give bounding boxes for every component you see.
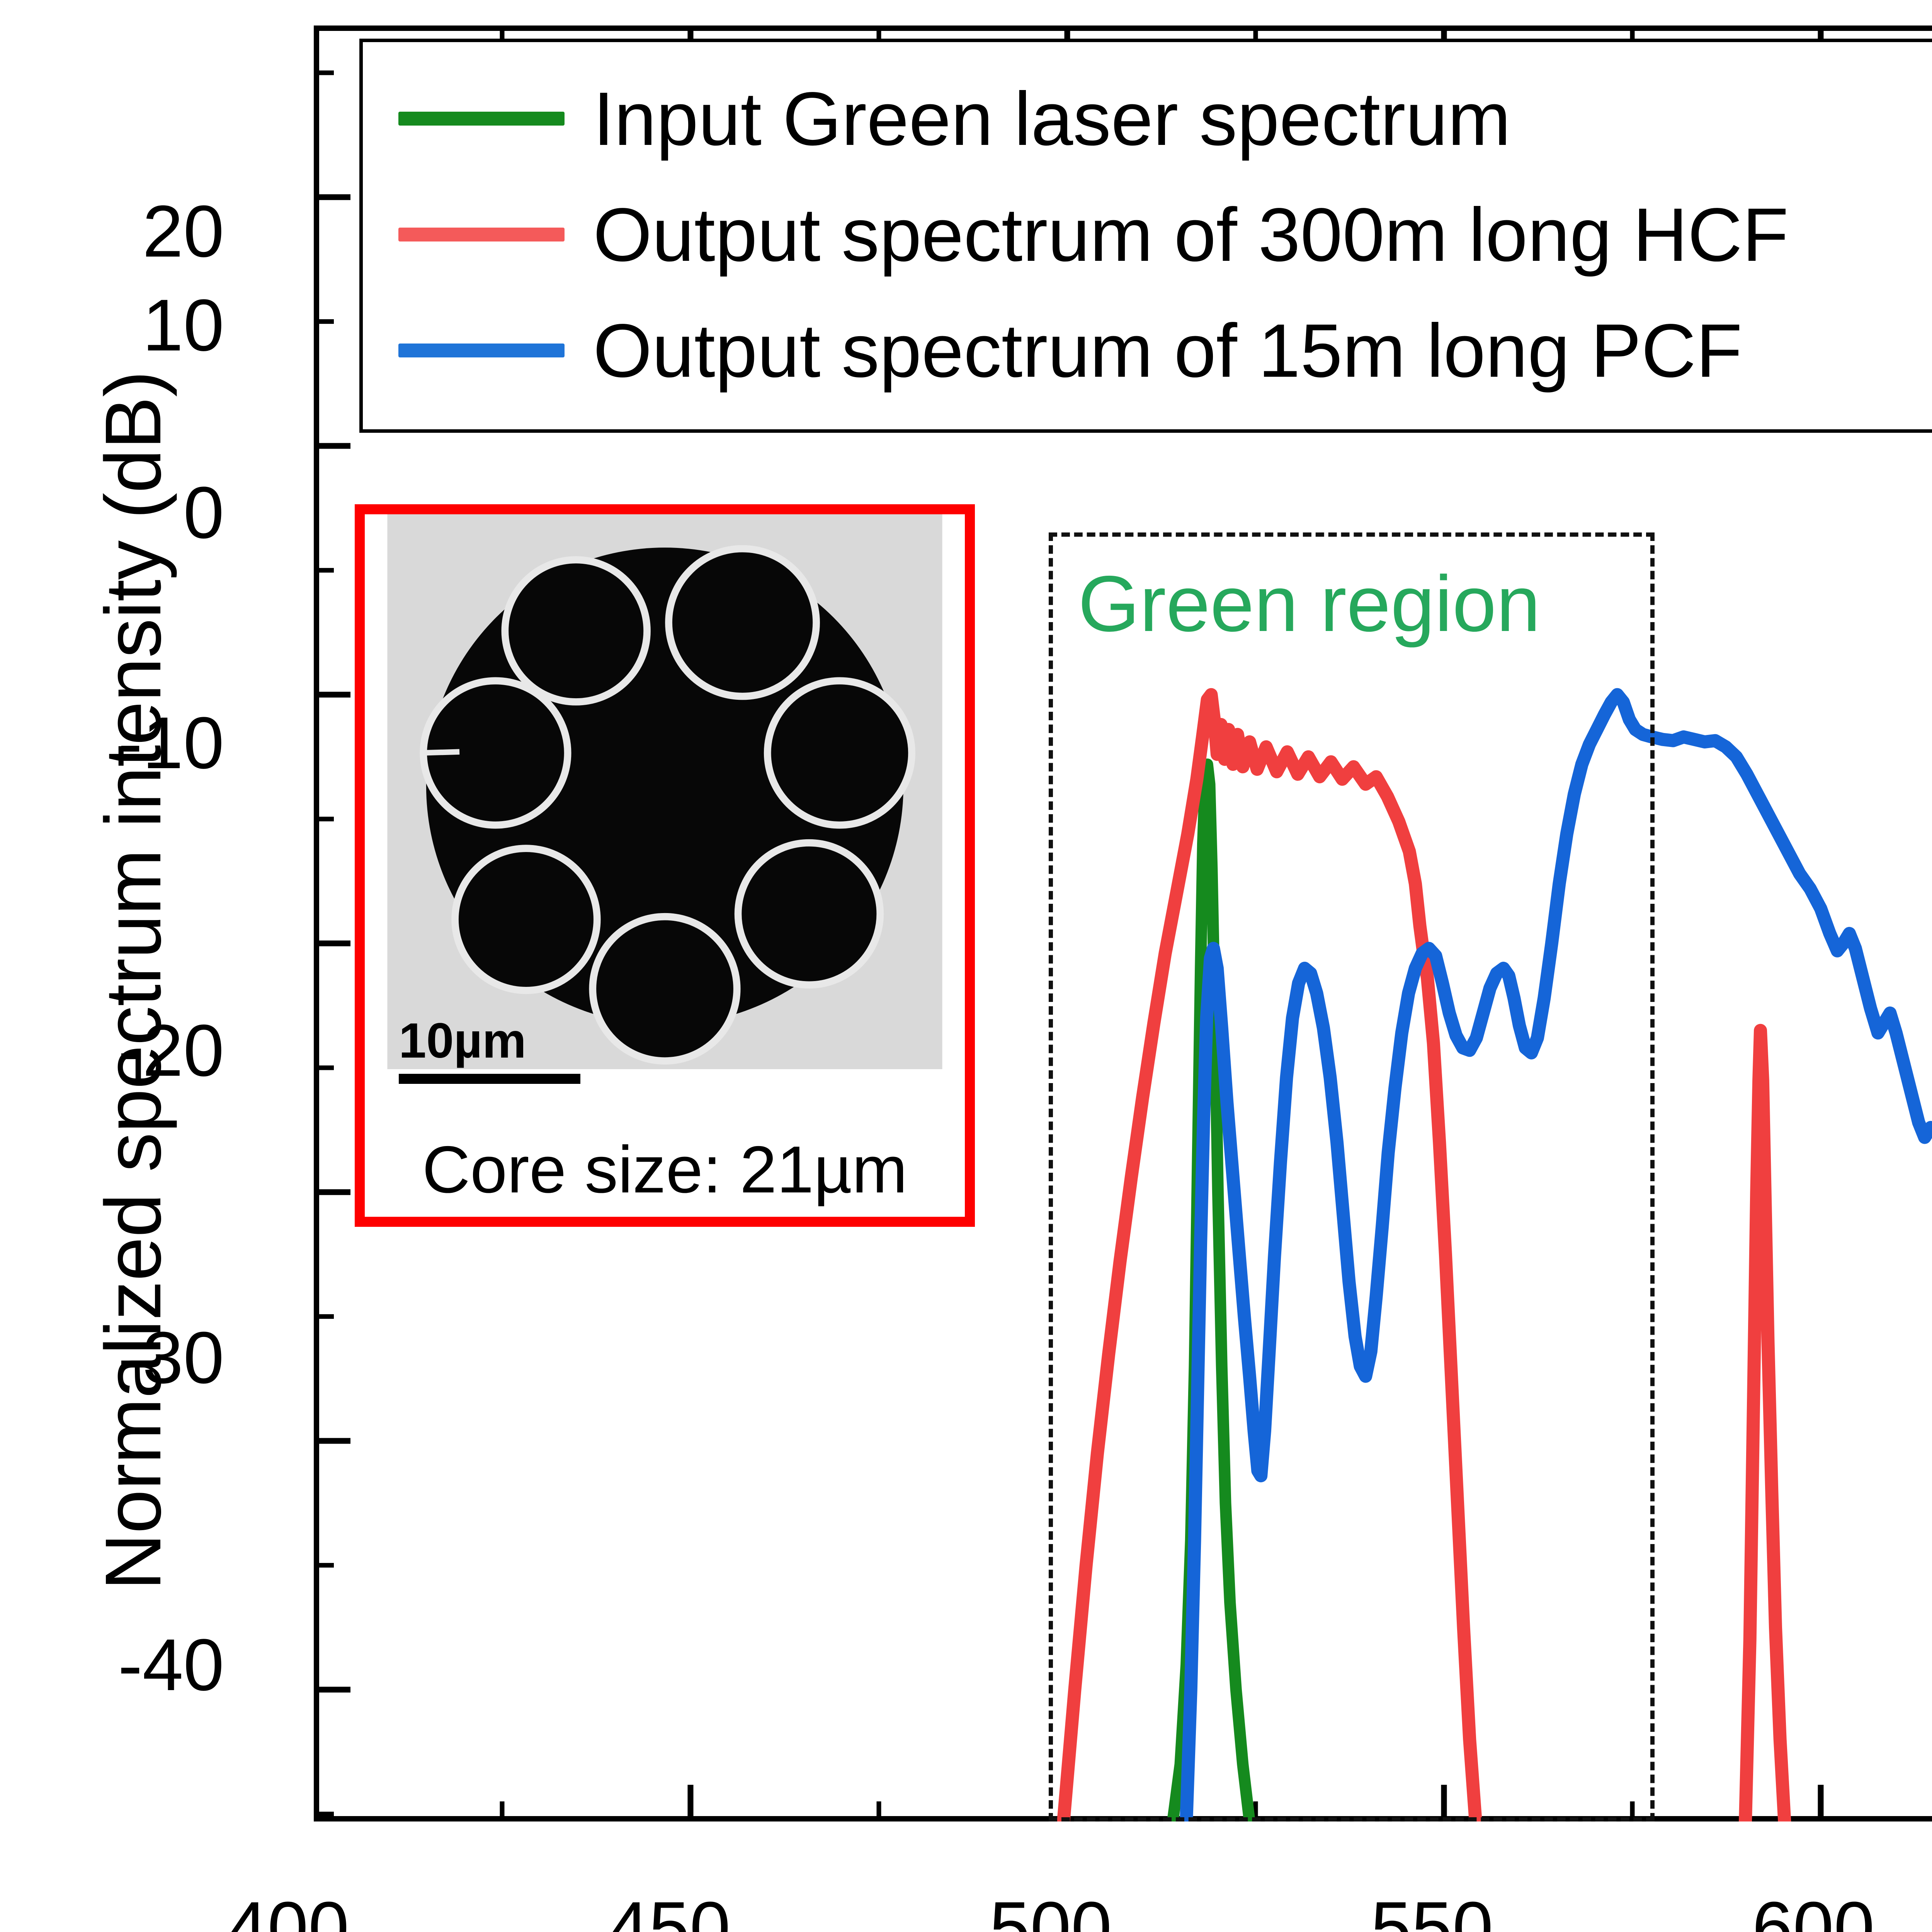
x-tick-label-450: 450: [608, 1887, 731, 1932]
x-tick-label-500: 500: [989, 1887, 1112, 1932]
legend-swatch-blue: [398, 344, 565, 357]
legend-label-pcf: Output spectrum of 15m long PCF: [593, 308, 1742, 393]
y-tick-label-10: 10: [142, 284, 224, 366]
inset-hcf-micrograph: 10µm Core size: 21µm: [355, 504, 975, 1227]
y-tick-label-20: 20: [142, 190, 224, 272]
y-tick-label-neg40: -40: [118, 1624, 224, 1706]
data-curves: [1057, 688, 1932, 1821]
legend-label-hcf: Output spectrum of 300m long HCF: [593, 192, 1789, 277]
green-region-box: [1049, 532, 1655, 1821]
legend-item-hcf: Output spectrum of 300m long HCF: [363, 177, 1932, 293]
curve-output-spectrum-of-15m-long-pcf: [1180, 688, 1932, 1821]
hcf-sem-image: [387, 514, 942, 1070]
x-tick-label-400: 400: [226, 1887, 349, 1932]
y-tick-label-0: 0: [183, 472, 224, 554]
hcf-caption: Core size: 21µm: [365, 1126, 965, 1217]
x-tick-label-600: 600: [1752, 1887, 1875, 1932]
y-tick-label-neg10: -10: [118, 702, 224, 784]
x-tick-label-550: 550: [1371, 1887, 1493, 1932]
legend: Input Green laser spectrum Output spectr…: [359, 39, 1932, 433]
legend-item-green: Input Green laser spectrum: [363, 61, 1932, 177]
hcf-scalebar-label: 10µm: [399, 1013, 526, 1068]
legend-label-green: Input Green laser spectrum: [593, 76, 1511, 161]
y-tick-label-neg20: -20: [118, 1010, 224, 1092]
hcf-scalebar: [399, 1074, 580, 1084]
y-tick-label-neg30: -30: [118, 1317, 224, 1399]
curve-output-spectrum-of-300m-long-hcf: [1057, 688, 1791, 1821]
green-region-label: Green region: [1078, 560, 1541, 648]
legend-swatch-green: [398, 112, 565, 126]
legend-swatch-red: [398, 228, 565, 242]
legend-item-pcf: Output spectrum of 15m long PCF: [363, 293, 1932, 408]
